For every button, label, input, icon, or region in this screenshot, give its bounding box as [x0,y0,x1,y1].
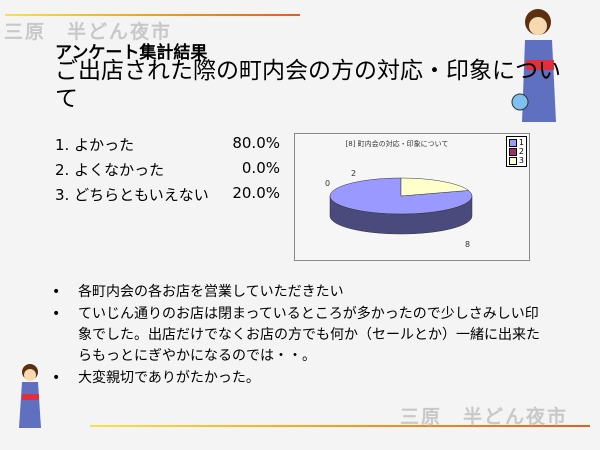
legend-swatch [508,156,517,165]
chart-title: [8] 町内会の対応・印象について [345,140,449,148]
result-value: 0.0% [241,159,280,177]
comment-item: 大変親切でありがたかった。 [50,368,550,389]
comment-item: ていじん通りのお店は閉まっているところが多かったので少しさみしい印象でした。出店… [50,304,550,367]
logo-bottom: 三原 半どん夜市 [400,406,569,428]
comment-list: 各町内会の各お店を営業していただきたい ていじん通りのお店は閉まっているところが… [50,282,550,390]
legend-label: 3 [518,156,524,165]
slide-subtitle: アンケート集計結果 [55,43,208,63]
legend-swatch [508,138,517,147]
slide-title: ご出店された際の町内会の方の対応・印象について [55,58,561,112]
comment-item: 各町内会の各お店を営業していただきたい [50,282,550,303]
legend-swatch [508,147,517,156]
legend-label: 1 [518,138,524,147]
chart-legend: 1 2 3 [505,136,527,167]
data-label: 0 [325,179,330,188]
logo-top: 三原 半どん夜市 [4,21,173,43]
data-label: 8 [465,240,470,249]
pie-chart: [8] 町内会の対応・印象について 1 2 3 8 0 2 [294,133,530,261]
yukata-girl-illustration-icon [511,9,556,122]
pie-svg: 8 0 2 [325,169,473,249]
footer-line [90,425,590,427]
result-value: 80.0% [232,134,280,152]
legend-label: 2 [518,147,524,156]
result-label: 1. よかった [55,136,135,154]
result-value: 20.0% [232,184,280,202]
result-label: 2. よくなかった [55,161,165,179]
result-label: 3. どちらともいえない [55,186,209,204]
header-line [5,14,300,16]
data-label: 2 [351,169,356,178]
yukata-girl-small-illustration-icon [19,364,41,428]
pie-slice-3 [400,177,470,197]
